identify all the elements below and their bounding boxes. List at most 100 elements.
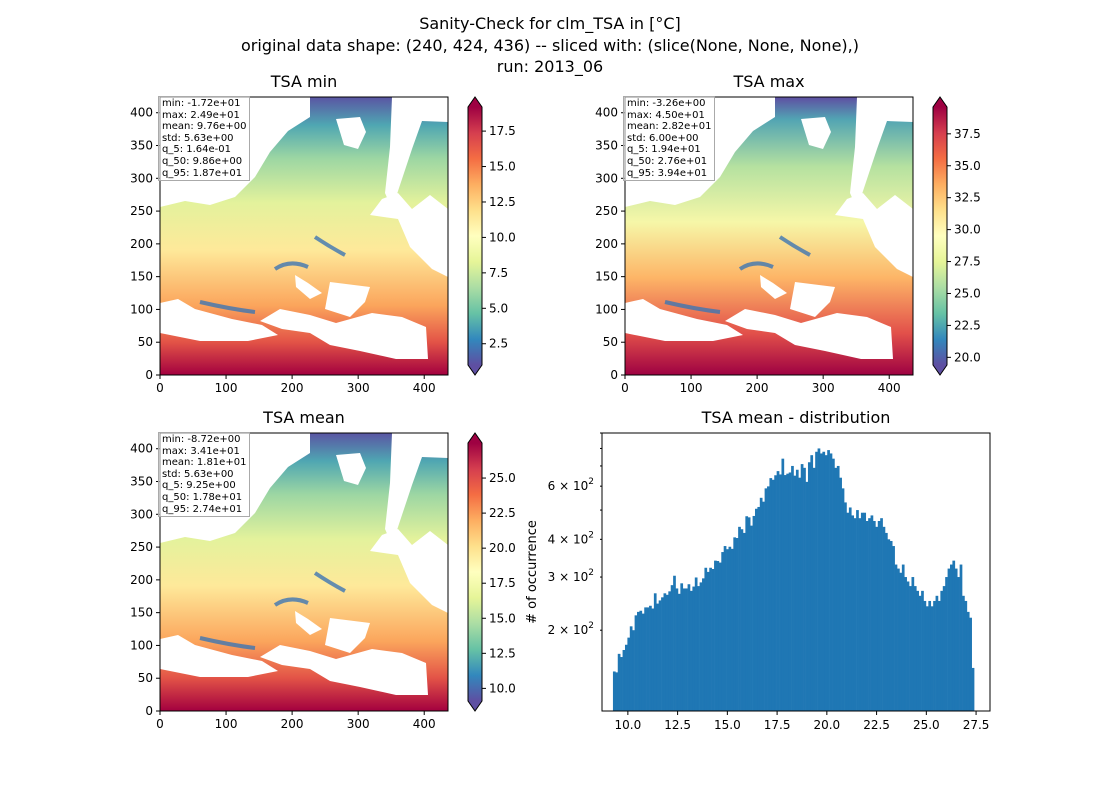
colorbar-tick-label: 10.0 bbox=[489, 681, 516, 695]
colorbar-extend-bottom bbox=[933, 365, 947, 375]
y-tick-label: 50 bbox=[603, 335, 618, 349]
histogram-bar bbox=[947, 568, 951, 711]
histogram-bar bbox=[651, 608, 655, 711]
histogram-bar bbox=[935, 595, 939, 711]
histogram-bar bbox=[776, 471, 780, 711]
sea-mask bbox=[295, 275, 322, 299]
histogram-bar bbox=[962, 595, 965, 711]
panel-title-tsa-distribution: TSA mean - distribution bbox=[701, 408, 891, 427]
colorbar-tick-label: 12.5 bbox=[489, 195, 516, 209]
colorbar-tick-label: 15.0 bbox=[489, 611, 516, 625]
histogram-bar bbox=[906, 581, 910, 711]
colorbar-tick-label: 20.0 bbox=[954, 350, 981, 364]
x-tick-label: 400 bbox=[413, 381, 436, 395]
histogram-bar bbox=[942, 586, 946, 711]
x-tick-label: 0 bbox=[156, 717, 164, 731]
histogram-bar bbox=[928, 600, 932, 711]
histogram-bar bbox=[865, 521, 869, 711]
histogram-bar bbox=[781, 458, 785, 711]
sea-mask bbox=[260, 309, 428, 359]
colorbar-extend-bottom bbox=[468, 701, 482, 711]
suptitle-line-3: run: 2013_06 bbox=[496, 57, 604, 76]
histogram-bar bbox=[971, 667, 975, 711]
colorbar-outline bbox=[467, 96, 483, 376]
y-tick-label: 300 bbox=[130, 171, 153, 185]
y-tick-label: 4 × 102 bbox=[548, 530, 594, 546]
histogram-bar bbox=[887, 539, 891, 711]
histogram-bar bbox=[870, 515, 874, 711]
stat-mean: mean: 1.81e+01 bbox=[162, 457, 247, 469]
y-tick-label: 0 bbox=[145, 368, 153, 382]
histogram-bar bbox=[745, 516, 749, 711]
histogram-bar bbox=[627, 637, 631, 711]
sea-mask bbox=[760, 275, 787, 299]
colorbar: 20.0 22.5 25.0 27.5 30.0 32.5 35.0 37.5 bbox=[932, 96, 981, 376]
colorbar: 2.5 5.0 7.5 10.0 12.5 15.0 17.5 bbox=[467, 96, 516, 376]
sea-mask bbox=[325, 282, 370, 317]
y-tick-label: 50 bbox=[138, 671, 153, 685]
histogram-bar bbox=[747, 517, 751, 711]
histogram-bar bbox=[966, 611, 970, 711]
x-tick-label: 0 bbox=[621, 381, 629, 395]
mountain-range bbox=[199, 636, 256, 650]
histogram-bar bbox=[940, 590, 944, 711]
x-tick-label: 200 bbox=[281, 717, 304, 731]
histogram-bar bbox=[783, 475, 787, 711]
histogram-bar bbox=[680, 583, 684, 711]
y-tick-label: 150 bbox=[130, 606, 153, 620]
histogram-bar bbox=[803, 467, 806, 711]
y-tick-label: 350 bbox=[130, 475, 153, 489]
colorbar-outline bbox=[932, 96, 948, 376]
y-tick-label: 350 bbox=[595, 139, 618, 153]
colorbar-body bbox=[468, 107, 482, 365]
colorbar-tick-label: 15.0 bbox=[489, 160, 516, 174]
histogram-bar bbox=[665, 594, 669, 711]
y-tick-label: 100 bbox=[130, 638, 153, 652]
mountain-range bbox=[199, 300, 256, 314]
histogram-bar bbox=[735, 538, 739, 711]
histogram-bar bbox=[885, 532, 888, 711]
histogram-bar bbox=[959, 564, 963, 711]
histogram-bar bbox=[682, 588, 686, 711]
histogram-bar bbox=[750, 525, 753, 711]
histogram-bar bbox=[726, 549, 729, 711]
stat-min: min: -8.72e+00 bbox=[162, 434, 241, 445]
histogram-bar bbox=[646, 607, 650, 711]
histogram-bar bbox=[767, 486, 770, 711]
x-tick-label: 200 bbox=[746, 381, 769, 395]
histogram-bar bbox=[844, 502, 847, 711]
histogram-bar bbox=[856, 510, 859, 711]
x-tick-label: 100 bbox=[215, 717, 238, 731]
histogram-bar bbox=[786, 473, 789, 711]
stats-box-tsa-min: min: -1.72e+01 max: 2.49e+01 mean: 9.76e… bbox=[158, 96, 251, 182]
histogram-bar bbox=[819, 453, 823, 711]
sea-mask bbox=[850, 97, 913, 209]
histogram-bar bbox=[812, 467, 816, 711]
x-tick-label: 20.0 bbox=[813, 718, 840, 732]
stat-mean: mean: 2.82e+01 bbox=[627, 121, 712, 133]
histogram-bar bbox=[834, 467, 838, 711]
histogram-bar bbox=[899, 572, 903, 711]
histogram-bar bbox=[846, 512, 850, 711]
sea-mask bbox=[325, 618, 370, 653]
histogram-bar bbox=[868, 518, 871, 711]
suptitle-line-2: original data shape: (240, 424, 436) -- … bbox=[241, 36, 859, 55]
histogram-bar bbox=[759, 497, 763, 711]
colorbar-tick-label: 2.5 bbox=[489, 337, 508, 351]
histogram-axes-frame bbox=[601, 432, 991, 712]
colorbar-extend-top bbox=[468, 433, 482, 443]
histogram-bar bbox=[742, 532, 746, 711]
colorbar-tick-label: 30.0 bbox=[954, 223, 981, 237]
colorbar-tick-label: 25.0 bbox=[954, 286, 981, 300]
histogram-bar bbox=[897, 568, 900, 711]
histogram-bar bbox=[661, 597, 664, 711]
stat-min: min: -3.26e+00 bbox=[627, 98, 706, 109]
histogram-bar bbox=[771, 479, 775, 711]
histogram-bar bbox=[716, 561, 720, 711]
y-tick-label: 250 bbox=[130, 204, 153, 218]
histogram-bar bbox=[632, 630, 635, 711]
histogram-bar bbox=[663, 593, 667, 711]
histogram-bar bbox=[769, 478, 773, 711]
histogram-bar bbox=[706, 571, 710, 711]
stat-q50: q_50: 2.76e+01 bbox=[627, 155, 708, 167]
